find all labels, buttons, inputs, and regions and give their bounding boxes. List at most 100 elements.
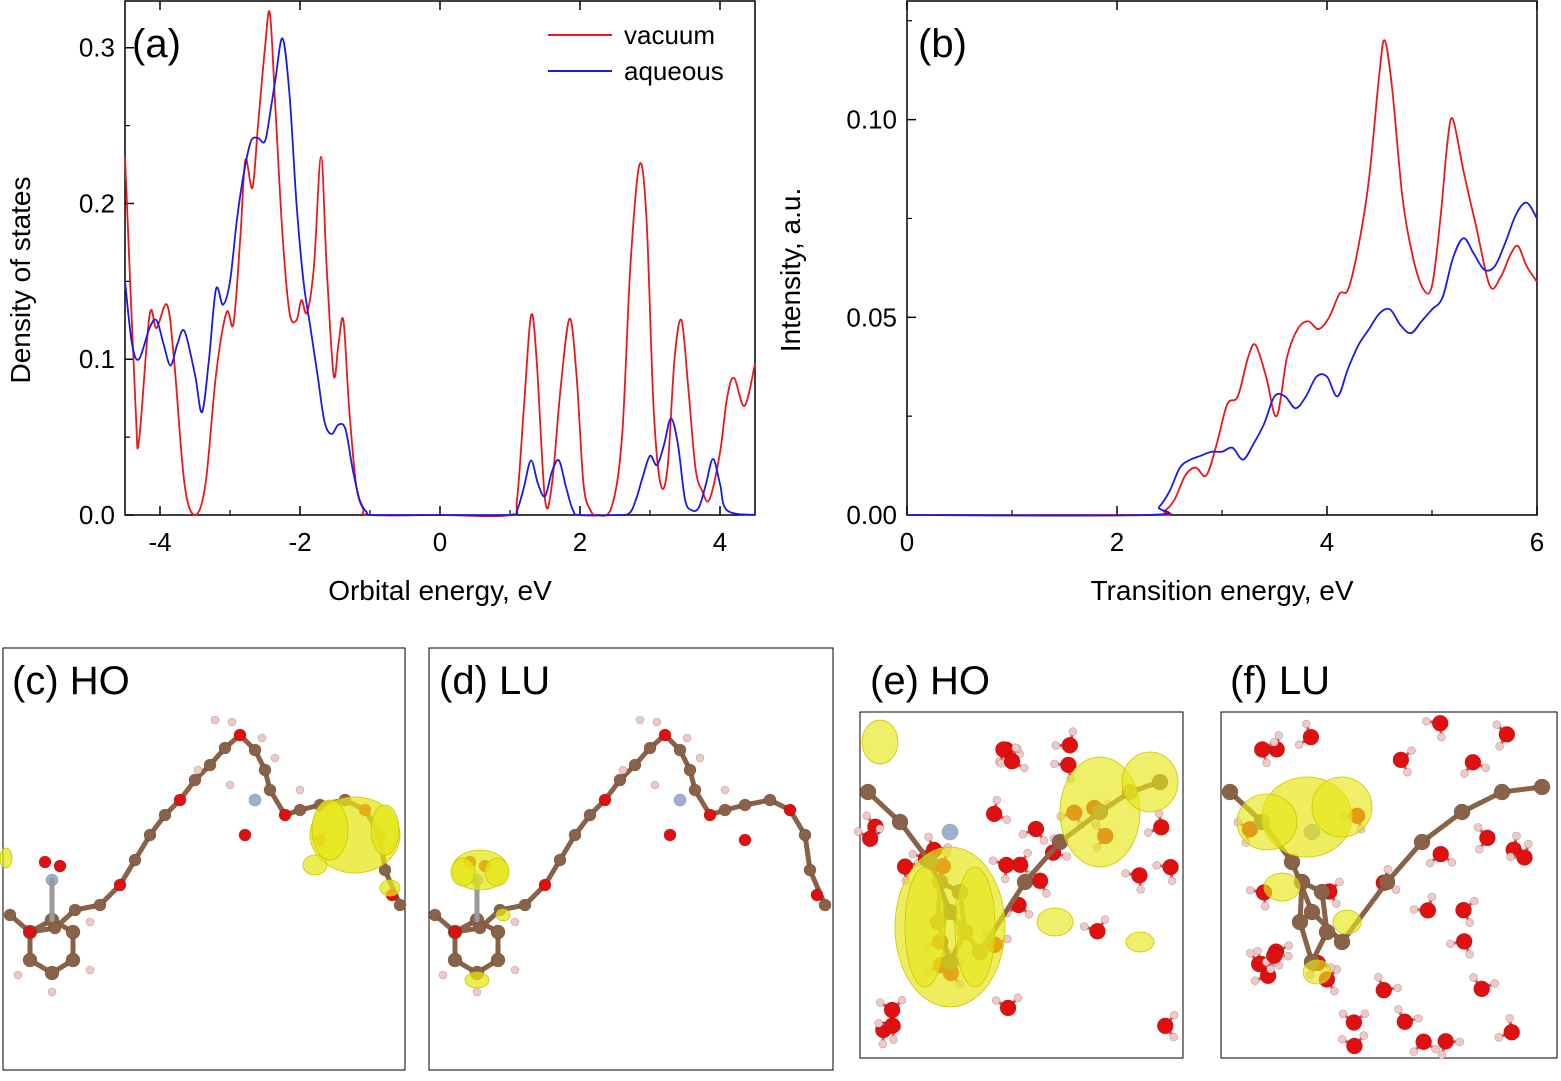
hydrogen-atom bbox=[1512, 831, 1521, 841]
hydrogen-atom bbox=[635, 715, 645, 725]
oxygen-atom bbox=[1464, 753, 1482, 771]
y-tick-label: 0.00 bbox=[846, 500, 897, 530]
hydrogen-atom bbox=[1330, 986, 1339, 996]
hydrogen-atom bbox=[1274, 731, 1284, 740]
chart-panel-b: (b) 0 2 4 6 0.00 0.05 0.10 Transition energy, … bbox=[775, 0, 1544, 606]
hydrogen-atom bbox=[1143, 828, 1153, 837]
hydrogen-atom bbox=[1505, 1014, 1514, 1023]
hydrogen-atom bbox=[924, 832, 933, 842]
oxygen-atom bbox=[1432, 845, 1450, 863]
legend-label-aqueous: aqueous bbox=[624, 56, 724, 86]
x-tick-label: -4 bbox=[148, 527, 171, 557]
carbon-atom bbox=[428, 908, 442, 922]
hydrogen-atom bbox=[862, 811, 872, 821]
x-tick-label: -2 bbox=[288, 527, 311, 557]
oxygen-atom bbox=[703, 808, 717, 822]
hydrogen-atom bbox=[1050, 759, 1059, 769]
hydrogen-atom bbox=[270, 753, 280, 763]
hydrogen-atom bbox=[1013, 993, 1023, 1003]
hydrogen-atom bbox=[1100, 915, 1110, 924]
hydrogen-atom bbox=[1481, 763, 1491, 773]
orbital-isosurface bbox=[1236, 793, 1298, 851]
carbon-atom bbox=[1318, 923, 1336, 941]
carbon-atom bbox=[643, 741, 657, 755]
oxygen-atom bbox=[38, 855, 52, 869]
orbital-isosurface bbox=[302, 854, 328, 876]
x-tick-label: 2 bbox=[573, 527, 587, 557]
carbon-atom bbox=[1533, 778, 1551, 796]
hydrogen-atom bbox=[991, 996, 1001, 1005]
carbon-atom bbox=[568, 828, 582, 842]
hydrogen-atom bbox=[853, 827, 863, 836]
oxygen-atom bbox=[783, 803, 797, 817]
oxygen-atom bbox=[1503, 1023, 1520, 1041]
carbon-atom bbox=[859, 783, 877, 801]
carbon-atom bbox=[218, 741, 232, 755]
orbital-isosurface bbox=[464, 971, 490, 989]
orbital-isosurface bbox=[904, 866, 946, 988]
orbital-isosurface bbox=[861, 719, 899, 765]
hydrogen-atom bbox=[1245, 948, 1255, 958]
x-tick-label: 4 bbox=[713, 527, 727, 557]
oxygen-atom bbox=[1089, 922, 1106, 940]
carbon-atom bbox=[48, 921, 62, 935]
oxygen-atom bbox=[995, 741, 1012, 758]
oxygen-atom bbox=[1375, 981, 1393, 999]
structure-panel-c: (c) HO bbox=[0, 647, 407, 1071]
oxygen-atom bbox=[1031, 872, 1049, 890]
hydrogen-atom bbox=[1403, 767, 1412, 777]
oxygen-atom bbox=[1415, 1033, 1432, 1051]
hydrogen-atom bbox=[695, 753, 705, 763]
hydrogen-atom bbox=[295, 785, 305, 795]
y-tick-label: 0.10 bbox=[846, 105, 897, 135]
hydrogen-atom bbox=[1359, 1031, 1369, 1040]
oxygen-atom bbox=[1479, 829, 1496, 847]
oxygen-atom bbox=[810, 888, 824, 902]
oxygen-atom bbox=[538, 878, 552, 892]
hydrogen-atom bbox=[1473, 823, 1483, 832]
oxygen-atom bbox=[1345, 1014, 1363, 1031]
carbon-atom bbox=[1333, 933, 1351, 951]
oxygen-atom bbox=[999, 999, 1017, 1017]
oxygen-atom bbox=[233, 728, 247, 742]
hydrogen-atom bbox=[650, 780, 660, 790]
hydrogen-atom bbox=[1260, 902, 1270, 911]
hydrogen-atom bbox=[1253, 946, 1262, 956]
carbon-atom bbox=[65, 952, 81, 968]
hydrogen-atom bbox=[618, 765, 628, 775]
oxygen-atom bbox=[896, 858, 914, 875]
carbon-atom bbox=[583, 808, 597, 822]
x-tick-label: 0 bbox=[900, 527, 914, 557]
hydrogen-atom bbox=[1465, 950, 1474, 959]
hydrogen-atom bbox=[1301, 719, 1311, 729]
hydrogen-atom bbox=[897, 995, 907, 1005]
carbon-atom bbox=[158, 808, 172, 822]
hydrogen-atom bbox=[1283, 951, 1293, 961]
hydrogen-atom bbox=[472, 987, 482, 997]
hydrogen-atom bbox=[875, 824, 885, 833]
hydrogen-atom bbox=[1245, 885, 1255, 895]
oxygen-atom bbox=[1061, 736, 1079, 754]
carbon-atom bbox=[803, 863, 817, 877]
hydrogen-atom bbox=[1494, 1033, 1503, 1042]
hydrogen-atom bbox=[1437, 732, 1446, 742]
carbon-atom bbox=[553, 853, 567, 867]
carbon-atom bbox=[293, 803, 307, 817]
chart-panel-a: (a) -4 -2 0 2 4 0.0 0.1 0.2 0.3 vacuum aqueous O… bbox=[5, 0, 756, 606]
hydrogen-atom bbox=[85, 917, 95, 927]
hydrogen-atom bbox=[1002, 815, 1012, 824]
hydrogen-atom bbox=[1294, 740, 1304, 749]
carbon-atom bbox=[473, 921, 487, 935]
carbon-atom bbox=[68, 903, 82, 917]
oxygen-atom bbox=[861, 830, 879, 848]
hydrogen-atom bbox=[1019, 763, 1029, 773]
orbital-isosurface bbox=[311, 799, 349, 861]
oxygen-atom bbox=[1162, 858, 1179, 876]
orbital-isosurface bbox=[1125, 931, 1155, 953]
legend-a: vacuum aqueous bbox=[548, 20, 724, 86]
y-axis-title-a: Density of states bbox=[5, 177, 36, 384]
carbon-atom bbox=[447, 952, 463, 968]
solvated-molecule-e bbox=[853, 719, 1179, 1049]
hydrogen-atom bbox=[1495, 742, 1504, 751]
hydrogen-atom bbox=[1447, 858, 1457, 867]
